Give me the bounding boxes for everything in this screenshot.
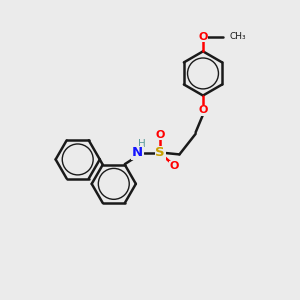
Text: N: N: [132, 146, 143, 159]
Text: O: O: [198, 105, 208, 115]
Text: O: O: [198, 32, 208, 42]
Text: O: O: [170, 161, 179, 171]
Text: O: O: [156, 130, 165, 140]
Text: S: S: [155, 146, 165, 159]
Text: CH₃: CH₃: [230, 32, 246, 41]
Text: H: H: [138, 139, 146, 149]
